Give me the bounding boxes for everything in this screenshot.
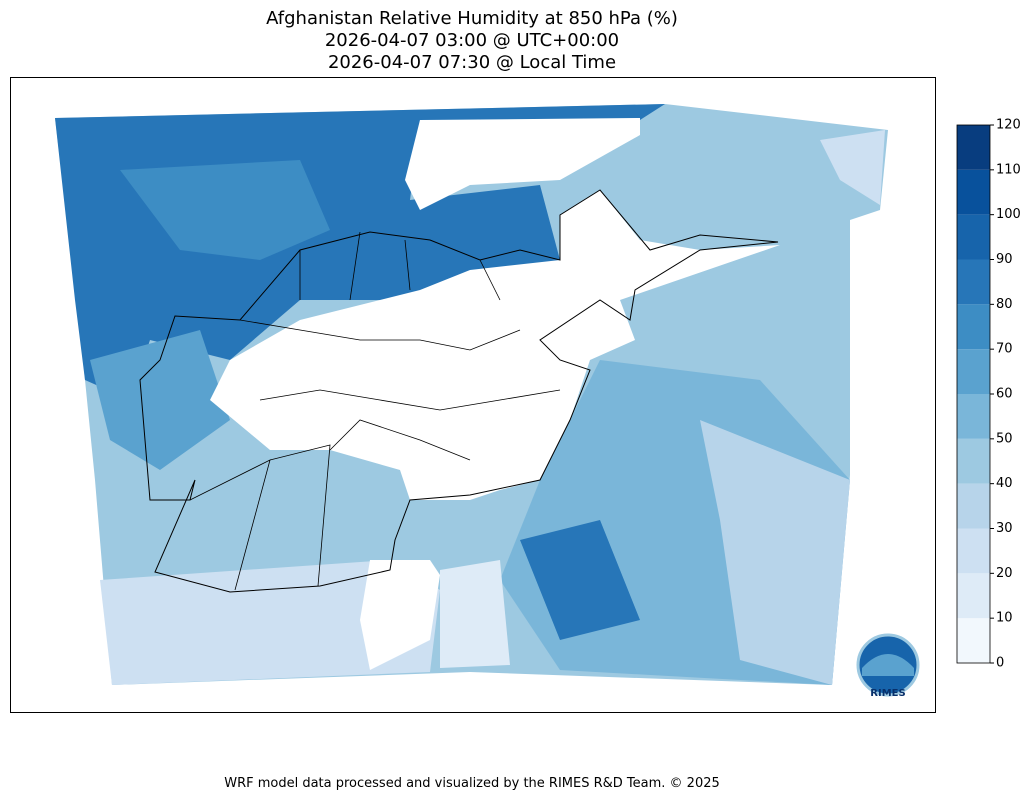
field (440, 560, 510, 668)
colorbar-tick-label: 50 (996, 431, 1013, 446)
logo-text: RIMES (870, 688, 905, 699)
colorbar-tick-label: 90 (996, 252, 1013, 267)
colorbar-tick-label: 120 (996, 118, 1021, 133)
colorbar-segment (957, 125, 990, 170)
colorbar-tick-label: 70 (996, 342, 1013, 357)
colorbar-segment (957, 528, 990, 574)
colorbar-segment (957, 169, 990, 215)
colorbar-tick-label: 40 (996, 476, 1013, 491)
colorbar-segment (957, 259, 990, 305)
colorbar-tick-label: 30 (996, 521, 1013, 536)
no-data (360, 560, 440, 670)
colorbar-tick-label: 100 (996, 207, 1021, 222)
colorbar: 0 10 20 30 40 50 60 70 80 90 100 110 120 (956, 118, 1021, 671)
field (820, 130, 885, 205)
colorbar-tick-label: 20 (996, 566, 1013, 581)
field (520, 520, 640, 640)
border (139, 189, 779, 593)
title-line: 2026-04-07 03:00 @ UTC+00:00 (325, 30, 619, 51)
colorbar-tick-label: 110 (996, 162, 1021, 177)
colorbar-segment (957, 618, 990, 663)
colorbar-segment (957, 438, 990, 484)
colorbar-tick-label: 10 (996, 611, 1013, 626)
field (700, 420, 850, 685)
colorbar-segment (957, 304, 990, 350)
no-data (405, 118, 640, 210)
no-data (210, 190, 780, 500)
field (100, 560, 440, 685)
title-line: Afghanistan Relative Humidity at 850 hPa… (266, 8, 678, 29)
footer: WRF model data processed and visualized … (224, 776, 720, 791)
field (120, 160, 330, 260)
colorbar-tick-label: 80 (996, 297, 1013, 312)
title-line: 2026-04-07 07:30 @ Local Time (328, 52, 616, 73)
colorbar-segment (957, 394, 990, 439)
field (90, 330, 230, 470)
colorbar-tick-label: 0 (996, 656, 1004, 671)
colorbar-segment (957, 573, 990, 619)
colorbar-tick-label: 60 (996, 387, 1013, 402)
colorbar-segment (957, 349, 990, 394)
logo: RIMES (856, 633, 920, 699)
colorbar-segment (957, 483, 990, 529)
map: RIMES (10, 77, 936, 713)
colorbar-segment (957, 214, 990, 260)
border (189, 231, 561, 591)
